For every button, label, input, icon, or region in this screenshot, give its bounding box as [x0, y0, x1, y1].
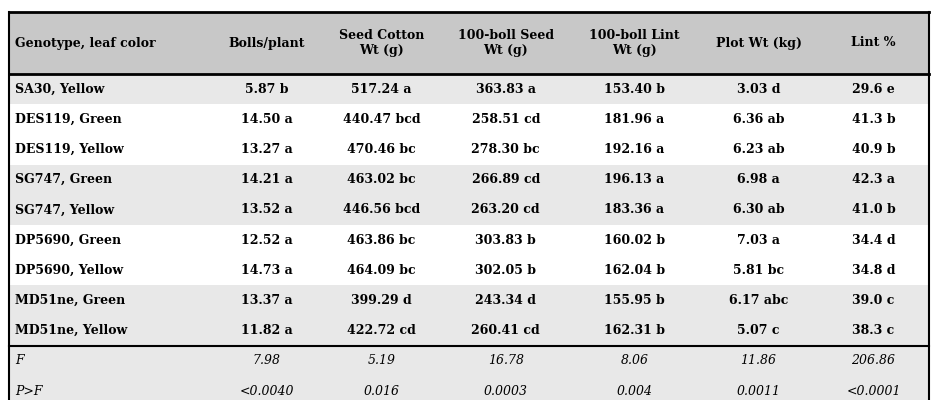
Text: Bolls/plant: Bolls/plant — [229, 36, 305, 50]
Text: 6.17 abc: 6.17 abc — [729, 294, 788, 307]
Text: 8.06: 8.06 — [620, 354, 648, 368]
Text: 6.36 ab: 6.36 ab — [733, 113, 784, 126]
Text: SG747, Green: SG747, Green — [15, 173, 113, 186]
Text: 7.98: 7.98 — [252, 354, 280, 368]
Text: 0.016: 0.016 — [364, 385, 400, 398]
Text: P>F: P>F — [15, 385, 42, 398]
Text: 153.40 b: 153.40 b — [604, 83, 665, 96]
Text: 39.0 c: 39.0 c — [853, 294, 895, 307]
Text: SG747, Yellow: SG747, Yellow — [15, 204, 114, 216]
Text: 0.0011: 0.0011 — [736, 385, 780, 398]
Text: 6.30 ab: 6.30 ab — [733, 204, 784, 216]
Text: 38.3 c: 38.3 c — [853, 324, 895, 337]
Text: 181.96 a: 181.96 a — [604, 113, 665, 126]
Bar — [9, 316, 929, 346]
Text: 5.81 bc: 5.81 bc — [733, 264, 784, 277]
Text: 34.8 d: 34.8 d — [852, 264, 895, 277]
Text: 41.3 b: 41.3 b — [852, 113, 895, 126]
Text: 162.04 b: 162.04 b — [604, 264, 665, 277]
Text: 422.72 cd: 422.72 cd — [347, 324, 416, 337]
Text: Plot Wt (kg): Plot Wt (kg) — [716, 36, 802, 50]
Bar — [9, 74, 929, 104]
Text: 206.86: 206.86 — [852, 354, 896, 368]
Text: DES119, Yellow: DES119, Yellow — [15, 143, 124, 156]
Text: 3.03 d: 3.03 d — [737, 83, 780, 96]
Text: 0.004: 0.004 — [616, 385, 653, 398]
Text: 11.82 a: 11.82 a — [241, 324, 293, 337]
Text: 155.95 b: 155.95 b — [604, 294, 665, 307]
Text: 11.86: 11.86 — [741, 354, 777, 368]
Text: 183.36 a: 183.36 a — [604, 204, 664, 216]
Text: F: F — [15, 354, 23, 368]
Text: 263.20 cd: 263.20 cd — [472, 204, 540, 216]
Text: 278.30 bc: 278.30 bc — [472, 143, 540, 156]
Text: MD51ne, Green: MD51ne, Green — [15, 294, 126, 307]
Text: 29.6 e: 29.6 e — [852, 83, 895, 96]
Text: 12.52 a: 12.52 a — [241, 234, 293, 246]
Bar — [9, 134, 929, 165]
Text: 42.3 a: 42.3 a — [852, 173, 895, 186]
Text: DP5690, Yellow: DP5690, Yellow — [15, 264, 123, 277]
Bar — [9, 195, 929, 225]
Text: 446.56 bcd: 446.56 bcd — [343, 204, 420, 216]
Text: 463.02 bc: 463.02 bc — [347, 173, 416, 186]
Text: Genotype, leaf color: Genotype, leaf color — [15, 36, 156, 50]
Text: 100-boll Seed
Wt (g): 100-boll Seed Wt (g) — [458, 29, 553, 57]
Text: 196.13 a: 196.13 a — [604, 173, 665, 186]
Text: 5.07 c: 5.07 c — [737, 324, 779, 337]
Text: 303.83 b: 303.83 b — [476, 234, 537, 246]
Text: 260.41 cd: 260.41 cd — [472, 324, 540, 337]
Bar — [9, 346, 929, 376]
Text: 266.89 cd: 266.89 cd — [472, 173, 540, 186]
Text: 41.0 b: 41.0 b — [852, 204, 896, 216]
Text: 5.87 b: 5.87 b — [245, 83, 289, 96]
Text: 243.34 d: 243.34 d — [476, 294, 537, 307]
Text: 258.51 cd: 258.51 cd — [472, 113, 540, 126]
Text: 14.73 a: 14.73 a — [241, 264, 293, 277]
Text: 14.21 a: 14.21 a — [241, 173, 293, 186]
Text: 160.02 b: 160.02 b — [604, 234, 665, 246]
Text: 5.19: 5.19 — [368, 354, 396, 368]
Text: 7.03 a: 7.03 a — [737, 234, 780, 246]
Bar — [9, 286, 929, 316]
Text: MD51ne, Yellow: MD51ne, Yellow — [15, 324, 128, 337]
Text: 162.31 b: 162.31 b — [604, 324, 665, 337]
Text: 16.78: 16.78 — [488, 354, 523, 368]
Text: 464.09 bc: 464.09 bc — [347, 264, 416, 277]
Text: 440.47 bcd: 440.47 bcd — [343, 113, 420, 126]
Text: 40.9 b: 40.9 b — [852, 143, 895, 156]
Text: 13.37 a: 13.37 a — [241, 294, 293, 307]
Text: Lint %: Lint % — [851, 36, 896, 50]
Text: 192.16 a: 192.16 a — [604, 143, 665, 156]
Text: DP5690, Green: DP5690, Green — [15, 234, 121, 246]
Text: 302.05 b: 302.05 b — [476, 264, 537, 277]
Text: 13.27 a: 13.27 a — [241, 143, 293, 156]
Text: 470.46 bc: 470.46 bc — [347, 143, 416, 156]
Text: <0.0001: <0.0001 — [846, 385, 900, 398]
Bar — [9, 225, 929, 255]
Bar — [9, 165, 929, 195]
Text: DES119, Green: DES119, Green — [15, 113, 122, 126]
Text: 463.86 bc: 463.86 bc — [347, 234, 416, 246]
Text: 34.4 d: 34.4 d — [852, 234, 895, 246]
Text: 100-boll Lint
Wt (g): 100-boll Lint Wt (g) — [589, 29, 680, 57]
Text: 363.83 a: 363.83 a — [476, 83, 536, 96]
Text: 13.52 a: 13.52 a — [241, 204, 293, 216]
Text: SA30, Yellow: SA30, Yellow — [15, 83, 104, 96]
Text: 6.98 a: 6.98 a — [737, 173, 779, 186]
Text: 14.50 a: 14.50 a — [241, 113, 293, 126]
Text: 399.29 d: 399.29 d — [352, 294, 412, 307]
Bar — [9, 255, 929, 286]
Text: 0.0003: 0.0003 — [484, 385, 528, 398]
Bar — [9, 376, 929, 400]
Text: 517.24 a: 517.24 a — [352, 83, 412, 96]
Text: <0.0040: <0.0040 — [239, 385, 294, 398]
Bar — [9, 104, 929, 134]
Text: Seed Cotton
Wt (g): Seed Cotton Wt (g) — [339, 29, 424, 57]
Text: 6.23 ab: 6.23 ab — [733, 143, 784, 156]
